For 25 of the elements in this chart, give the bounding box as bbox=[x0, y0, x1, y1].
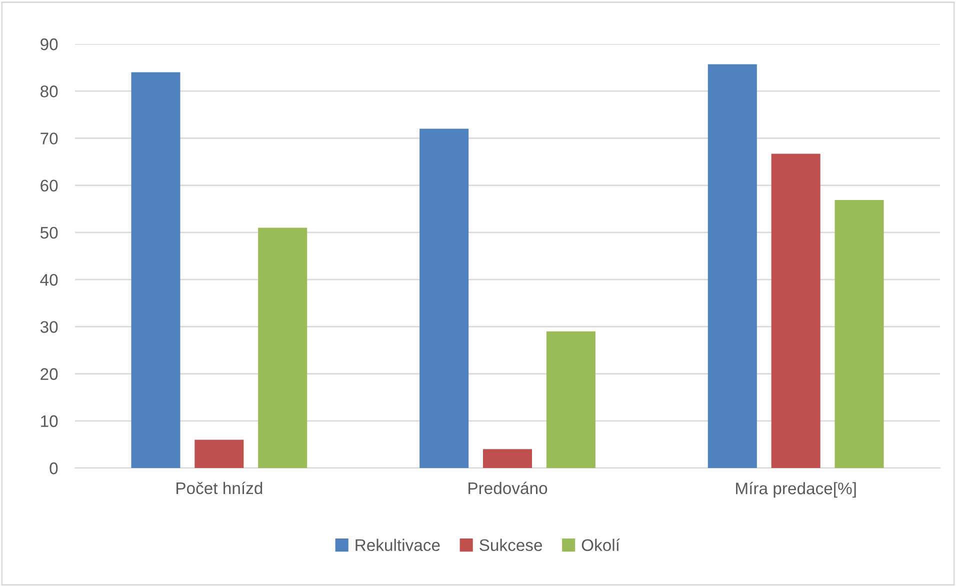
x-tick-label: Míra predace[%] bbox=[736, 482, 856, 498]
bar bbox=[420, 128, 469, 468]
y-tick-label: 90 bbox=[40, 38, 58, 50]
bar bbox=[482, 449, 532, 468]
legend-label: Rekultivace bbox=[356, 538, 440, 552]
y-tick-label: 70 bbox=[40, 132, 58, 144]
bar bbox=[708, 64, 757, 468]
x-tick-label: Predováno bbox=[468, 482, 548, 494]
y-tick-label: 20 bbox=[40, 368, 58, 380]
bar bbox=[131, 72, 180, 468]
y-tick-label: 0 bbox=[50, 462, 58, 474]
y-tick-label: 10 bbox=[41, 415, 58, 428]
bar bbox=[546, 331, 596, 468]
legend-label: Sukcese bbox=[480, 538, 542, 552]
y-tick-label: 40 bbox=[40, 274, 58, 286]
legend-label: Okolí bbox=[582, 538, 620, 552]
y-tick-label: 60 bbox=[40, 180, 58, 192]
bar bbox=[194, 440, 244, 468]
bar bbox=[834, 200, 884, 468]
bar bbox=[258, 228, 308, 468]
y-tick-label: 80 bbox=[40, 86, 58, 98]
y-tick-label: 50 bbox=[40, 226, 58, 239]
y-tick-label: 30 bbox=[40, 321, 58, 333]
bar bbox=[771, 154, 820, 468]
x-tick-label: Počet hnízd bbox=[176, 482, 262, 494]
